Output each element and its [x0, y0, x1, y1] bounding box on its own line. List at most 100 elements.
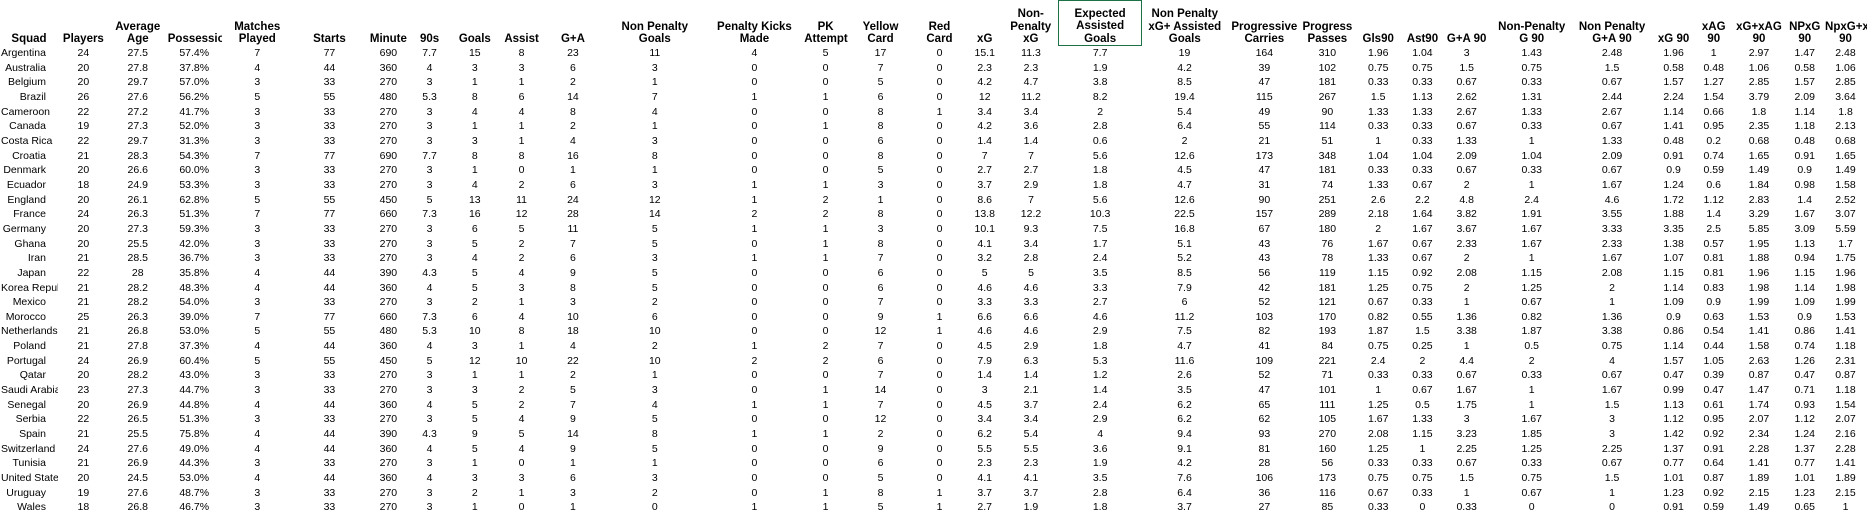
stat-cell[interactable]: 5: [411, 193, 449, 208]
stat-cell[interactable]: 690: [366, 46, 411, 61]
stat-cell[interactable]: 27.3: [109, 222, 167, 237]
stat-cell[interactable]: 0: [706, 456, 804, 471]
stat-cell[interactable]: 1.8: [1058, 163, 1141, 178]
stat-cell[interactable]: 1.65: [1824, 149, 1867, 164]
stat-cell[interactable]: 1: [913, 310, 966, 325]
stat-cell[interactable]: 2.4: [1058, 398, 1141, 413]
stat-cell[interactable]: 2.62: [1442, 90, 1492, 105]
stat-cell[interactable]: 1.33: [1353, 251, 1403, 266]
stat-cell[interactable]: 2: [803, 339, 848, 354]
stat-cell[interactable]: 0: [706, 105, 804, 120]
stat-cell[interactable]: 0: [803, 471, 848, 486]
stat-cell[interactable]: 0.33: [1353, 456, 1403, 471]
stat-cell[interactable]: 44: [293, 266, 366, 281]
stat-cell[interactable]: 1: [542, 163, 604, 178]
squad-cell[interactable]: Senegal: [0, 398, 58, 413]
stat-cell[interactable]: 1.4: [1785, 193, 1824, 208]
stat-cell[interactable]: 1.09: [1652, 295, 1695, 310]
stat-cell[interactable]: 0.81: [1695, 266, 1733, 281]
column-header[interactable]: G+A: [542, 1, 604, 46]
stat-cell[interactable]: 4: [222, 427, 293, 442]
stat-cell[interactable]: 1.99: [1824, 295, 1867, 310]
stat-cell[interactable]: 1: [501, 368, 542, 383]
stat-cell[interactable]: 4.2: [1142, 456, 1227, 471]
stat-cell[interactable]: 0.33: [1353, 163, 1403, 178]
stat-cell[interactable]: 31.3%: [167, 134, 222, 149]
column-header[interactable]: Progressive Passes: [1301, 1, 1353, 46]
stat-cell[interactable]: 62.8%: [167, 193, 222, 208]
stat-cell[interactable]: 2.34: [1733, 427, 1786, 442]
squad-cell[interactable]: Brazil: [0, 90, 58, 105]
stat-cell[interactable]: 0: [803, 368, 848, 383]
stat-cell[interactable]: 6: [448, 222, 501, 237]
stat-cell[interactable]: 0.33: [1492, 119, 1572, 134]
stat-cell[interactable]: 3: [411, 251, 449, 266]
stat-cell[interactable]: 5: [848, 163, 913, 178]
stat-cell[interactable]: 119: [1301, 266, 1353, 281]
stat-cell[interactable]: 9: [542, 442, 604, 457]
stat-cell[interactable]: 310: [1301, 46, 1353, 61]
stat-cell[interactable]: 11.3: [1004, 46, 1059, 61]
stat-cell[interactable]: 6: [448, 310, 501, 325]
stat-cell[interactable]: 1: [448, 119, 501, 134]
stat-cell[interactable]: 51.3%: [167, 412, 222, 427]
stat-cell[interactable]: 450: [366, 193, 411, 208]
stat-cell[interactable]: 5: [448, 442, 501, 457]
stat-cell[interactable]: 22: [58, 105, 109, 120]
stat-cell[interactable]: 2: [1492, 354, 1572, 369]
stat-cell[interactable]: 0: [501, 163, 542, 178]
stat-cell[interactable]: 44: [293, 398, 366, 413]
stat-cell[interactable]: 0: [706, 134, 804, 149]
stat-cell[interactable]: 3.6: [1058, 442, 1141, 457]
stat-cell[interactable]: 26.9: [109, 398, 167, 413]
stat-cell[interactable]: 1.4: [1004, 134, 1059, 149]
stat-cell[interactable]: 1.4: [966, 134, 1004, 149]
stat-cell[interactable]: 44: [293, 442, 366, 457]
stat-cell[interactable]: 1.18: [1824, 383, 1867, 398]
stat-cell[interactable]: 23: [542, 46, 604, 61]
stat-cell[interactable]: 0: [913, 412, 966, 427]
stat-cell[interactable]: 44: [293, 339, 366, 354]
stat-cell[interactable]: 4: [542, 134, 604, 149]
stat-cell[interactable]: 8: [848, 486, 913, 501]
stat-cell[interactable]: 1.5: [1572, 398, 1652, 413]
stat-cell[interactable]: 0.67: [1442, 119, 1492, 134]
stat-cell[interactable]: 1.8: [1058, 178, 1141, 193]
stat-cell[interactable]: 3: [1442, 412, 1492, 427]
stat-cell[interactable]: 0: [803, 324, 848, 339]
stat-cell[interactable]: 26.6: [109, 163, 167, 178]
stat-cell[interactable]: 55: [293, 193, 366, 208]
stat-cell[interactable]: 0: [913, 456, 966, 471]
stat-cell[interactable]: 0: [913, 427, 966, 442]
stat-cell[interactable]: 270: [366, 251, 411, 266]
stat-cell[interactable]: 0.92: [1695, 486, 1733, 501]
stat-cell[interactable]: 4.5: [966, 339, 1004, 354]
stat-cell[interactable]: 2: [501, 251, 542, 266]
stat-cell[interactable]: 101: [1301, 383, 1353, 398]
stat-cell[interactable]: 9: [542, 412, 604, 427]
stat-cell[interactable]: 7: [848, 339, 913, 354]
stat-cell[interactable]: 3: [222, 251, 293, 266]
stat-cell[interactable]: 0.83: [1695, 281, 1733, 296]
stat-cell[interactable]: 3: [411, 105, 449, 120]
stat-cell[interactable]: 2.09: [1785, 90, 1824, 105]
stat-cell[interactable]: 170: [1301, 310, 1353, 325]
stat-cell[interactable]: 2.09: [1572, 149, 1652, 164]
stat-cell[interactable]: 2.3: [966, 456, 1004, 471]
stat-cell[interactable]: 2.48: [1824, 46, 1867, 61]
stat-cell[interactable]: 6: [848, 266, 913, 281]
stat-cell[interactable]: 54.3%: [167, 149, 222, 164]
stat-cell[interactable]: 3: [222, 119, 293, 134]
stat-cell[interactable]: 2.9: [1058, 412, 1141, 427]
stat-cell[interactable]: 1.67: [1492, 412, 1572, 427]
stat-cell[interactable]: 0: [913, 46, 966, 61]
stat-cell[interactable]: 480: [366, 90, 411, 105]
stat-cell[interactable]: 0.67: [1572, 119, 1652, 134]
stat-cell[interactable]: 3: [411, 456, 449, 471]
stat-cell[interactable]: 1: [501, 119, 542, 134]
stat-cell[interactable]: 360: [366, 339, 411, 354]
stat-cell[interactable]: 1: [501, 339, 542, 354]
stat-cell[interactable]: 270: [366, 486, 411, 501]
stat-cell[interactable]: 2: [448, 295, 501, 310]
stat-cell[interactable]: 0.33: [1492, 456, 1572, 471]
